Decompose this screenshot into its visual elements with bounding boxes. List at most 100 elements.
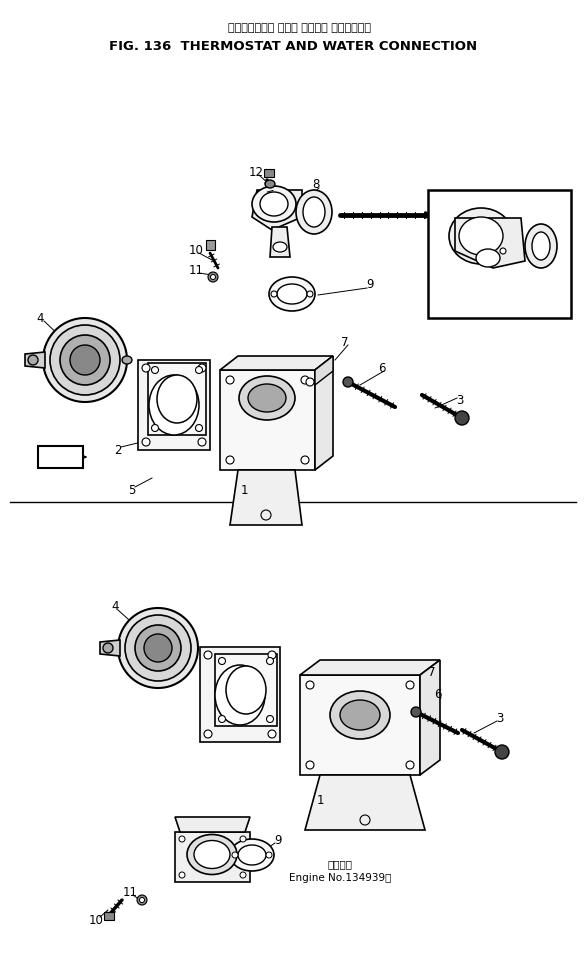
Polygon shape [300, 660, 440, 675]
Circle shape [232, 852, 238, 858]
Circle shape [266, 852, 272, 858]
Ellipse shape [330, 691, 390, 739]
Ellipse shape [459, 217, 503, 255]
Ellipse shape [449, 208, 513, 264]
Bar [264, 169, 274, 177]
Ellipse shape [230, 839, 274, 871]
Circle shape [208, 272, 218, 282]
Text: FIG. 136  THERMOSTAT AND WATER CONNECTION: FIG. 136 THERMOSTAT AND WATER CONNECTION [109, 40, 477, 53]
Ellipse shape [525, 224, 557, 268]
Text: 1: 1 [316, 794, 323, 807]
Circle shape [196, 367, 203, 374]
Circle shape [268, 651, 276, 659]
Text: 12: 12 [248, 165, 264, 178]
Bar [104, 912, 114, 920]
Circle shape [50, 325, 120, 395]
Circle shape [152, 367, 158, 374]
Circle shape [306, 681, 314, 689]
Polygon shape [455, 218, 525, 268]
Polygon shape [315, 356, 333, 470]
Ellipse shape [187, 835, 237, 875]
Text: 7: 7 [341, 336, 349, 348]
Bar [148, 363, 206, 435]
Text: 8: 8 [312, 178, 320, 192]
Bar [206, 240, 215, 250]
Circle shape [198, 438, 206, 446]
Text: Engine No.134939～: Engine No.134939～ [289, 873, 391, 883]
Circle shape [240, 872, 246, 878]
Text: 6: 6 [434, 689, 442, 702]
Circle shape [301, 456, 309, 464]
Circle shape [28, 355, 38, 365]
Text: 5: 5 [128, 484, 136, 496]
Ellipse shape [269, 277, 315, 311]
Circle shape [267, 658, 274, 665]
Circle shape [268, 730, 276, 738]
Circle shape [306, 378, 314, 386]
Circle shape [60, 335, 110, 385]
Circle shape [139, 897, 145, 903]
Polygon shape [230, 470, 302, 525]
Text: FWD: FWD [39, 452, 67, 462]
Circle shape [142, 438, 150, 446]
Text: 10: 10 [88, 914, 104, 926]
Ellipse shape [476, 249, 500, 267]
Circle shape [406, 681, 414, 689]
Circle shape [70, 345, 100, 375]
Bar [220, 370, 315, 470]
Ellipse shape [238, 845, 266, 865]
Circle shape [306, 761, 314, 769]
Ellipse shape [149, 375, 199, 435]
Text: 11: 11 [122, 885, 138, 898]
Polygon shape [270, 227, 290, 257]
Text: 2: 2 [253, 683, 261, 697]
Circle shape [226, 456, 234, 464]
Circle shape [210, 274, 216, 279]
Ellipse shape [194, 841, 230, 869]
Circle shape [411, 707, 421, 717]
Text: 8: 8 [206, 851, 214, 864]
Bar [200, 647, 280, 742]
Bar [215, 654, 277, 726]
Circle shape [118, 608, 198, 688]
Circle shape [179, 872, 185, 878]
Ellipse shape [265, 180, 275, 188]
Text: サーモスタット および ウォータ コネクション: サーモスタット および ウォータ コネクション [229, 23, 372, 33]
Bar [38, 446, 83, 468]
Polygon shape [175, 817, 250, 832]
Circle shape [495, 745, 509, 759]
Circle shape [43, 318, 127, 402]
Text: 適用番号: 適用番号 [488, 291, 512, 301]
Ellipse shape [260, 192, 288, 216]
Ellipse shape [296, 190, 332, 234]
Polygon shape [25, 352, 45, 368]
Circle shape [271, 291, 277, 297]
Text: 9: 9 [366, 278, 374, 292]
Text: Engine No.100311～134938: Engine No.100311～134938 [434, 303, 566, 313]
Polygon shape [220, 356, 333, 370]
Circle shape [307, 291, 313, 297]
Ellipse shape [239, 376, 295, 420]
Polygon shape [420, 660, 440, 775]
Ellipse shape [252, 186, 296, 222]
Polygon shape [315, 356, 333, 385]
Text: 11: 11 [189, 264, 203, 276]
Circle shape [219, 658, 226, 665]
Text: 5: 5 [249, 694, 257, 706]
Ellipse shape [215, 665, 265, 725]
Text: 3: 3 [496, 711, 504, 725]
Circle shape [406, 761, 414, 769]
Ellipse shape [157, 375, 197, 423]
Circle shape [343, 377, 353, 387]
Bar [428, 190, 571, 318]
Circle shape [196, 424, 203, 431]
Bar [300, 675, 420, 775]
Text: 10: 10 [189, 243, 203, 257]
Circle shape [204, 730, 212, 738]
Circle shape [142, 364, 150, 372]
Circle shape [219, 715, 226, 723]
Bar [138, 360, 210, 450]
Polygon shape [305, 775, 425, 830]
Circle shape [240, 836, 246, 842]
Circle shape [198, 364, 206, 372]
